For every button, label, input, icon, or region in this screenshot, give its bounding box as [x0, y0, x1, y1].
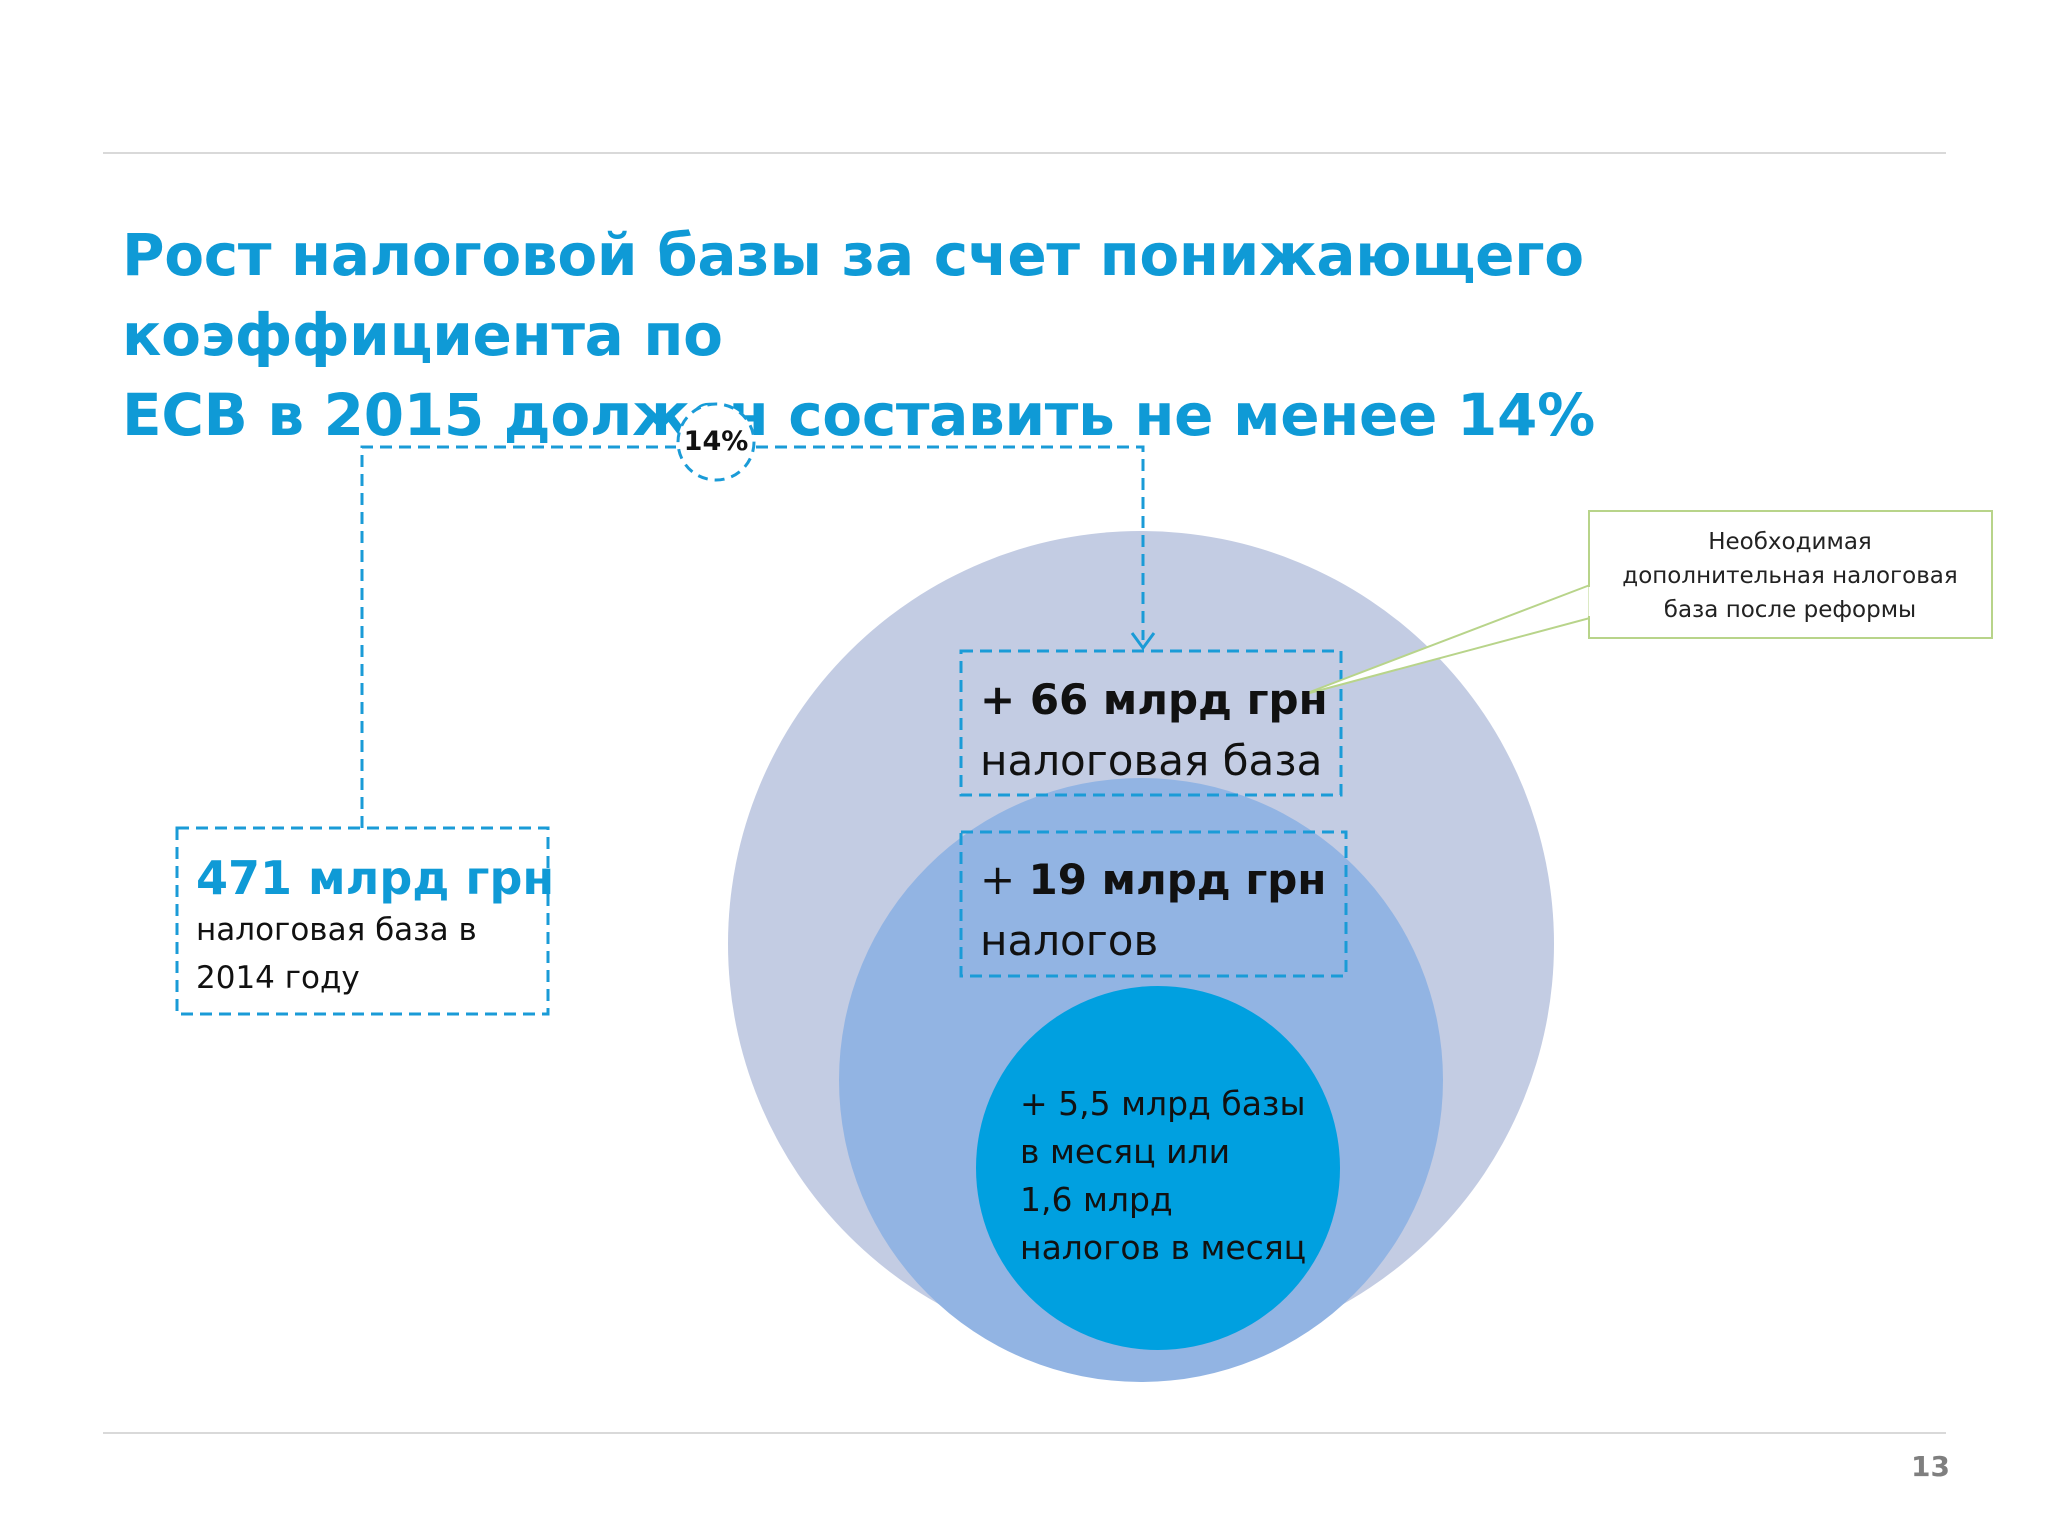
- additional-taxes-box: [959, 830, 1348, 978]
- title-line-1: Рост налоговой базы за счет понижающего …: [122, 221, 1584, 369]
- page-number: 13: [1911, 1450, 1950, 1483]
- base-2014-caption-1: налоговая база в: [196, 912, 477, 948]
- growth-badge-label: 14%: [683, 426, 749, 457]
- additional-base-amount: + 66 млрд грн: [980, 675, 1328, 724]
- base-2014-text: 471 млрд грн налоговая база в 2014 году: [196, 850, 556, 1002]
- base-2014-amount: 471 млрд грн: [196, 851, 555, 905]
- connector-arrowhead: [1130, 632, 1156, 651]
- callout-line-1: Необходимая: [1708, 529, 1872, 555]
- growth-badge-circle: [676, 402, 756, 482]
- slide-title: Рост налоговой базы за счет понижающего …: [122, 215, 1982, 455]
- additional-taxes-caption: налогов: [980, 916, 1159, 965]
- callout-line-3: база после реформы: [1663, 597, 1917, 623]
- monthly-line-3: 1,6 млрд: [1020, 1180, 1173, 1219]
- additional-taxes-text: + 19 млрд грн налогов: [980, 850, 1326, 972]
- monthly-line-1: + 5,5 млрд базы: [1020, 1084, 1306, 1123]
- top-divider: [103, 152, 1946, 154]
- inner-circle: [976, 986, 1340, 1350]
- growth-connector: [360, 445, 1145, 828]
- additional-base-text: + 66 млрд грн налоговая база: [980, 670, 1328, 792]
- callout-line-2: дополнительная налоговая: [1622, 563, 1958, 589]
- additional-base-box: [959, 649, 1343, 797]
- additional-taxes-amount: 19 млрд грн: [1028, 855, 1327, 904]
- additional-taxes-plus: +: [980, 855, 1029, 904]
- additional-base-caption: налоговая база: [980, 736, 1323, 785]
- monthly-text: + 5,5 млрд базы в месяц или 1,6 млрд нал…: [1020, 1080, 1350, 1272]
- bottom-divider: [103, 1432, 1946, 1434]
- monthly-line-2: в месяц или: [1020, 1132, 1231, 1171]
- title-line-2: ЕСВ в 2015 должен составить не менее 14%: [122, 381, 1595, 449]
- base-2014-caption-2: 2014 году: [196, 960, 360, 996]
- callout-text: Необходимая дополнительная налоговая баз…: [1590, 525, 1990, 627]
- callout-box: [1588, 510, 1993, 639]
- monthly-line-4: налогов в месяц: [1020, 1228, 1307, 1267]
- base-2014-box: [175, 826, 550, 1016]
